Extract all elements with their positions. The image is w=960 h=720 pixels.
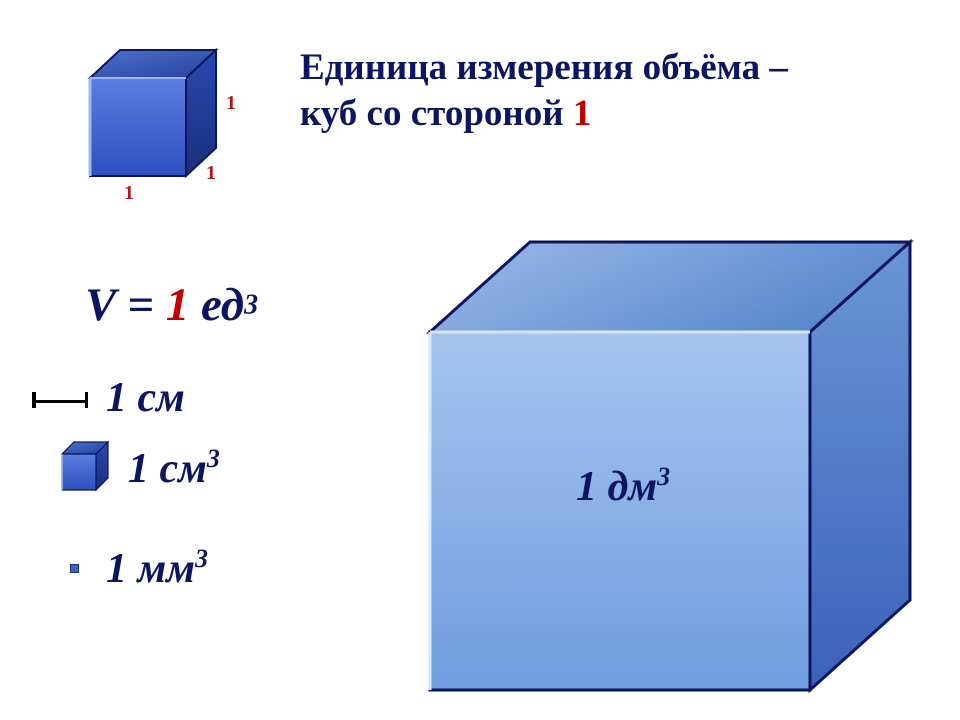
label-1dm3-text: 1 дм bbox=[576, 464, 657, 510]
formula-one: 1 bbox=[166, 279, 190, 331]
label-1mm3-exp: 3 bbox=[195, 544, 208, 573]
small-cube-label-br: 1 bbox=[206, 162, 216, 185]
label-1cm3-text: 1 см bbox=[128, 446, 207, 492]
label-1mm3: 1 мм3 bbox=[106, 546, 208, 592]
formula-eq: = bbox=[116, 279, 166, 331]
label-1dm3-exp: 3 bbox=[657, 462, 670, 491]
title-line-2-text: куб со стороной bbox=[300, 93, 573, 134]
formula-exp: 3 bbox=[244, 290, 258, 321]
title-line-1: Единица измерения объёма – bbox=[300, 45, 920, 91]
title-block: Единица измерения объёма – куб со сторон… bbox=[300, 45, 920, 138]
label-1cm3: 1 см3 bbox=[128, 446, 220, 492]
tiny-cube-svg bbox=[56, 436, 116, 496]
segment-line bbox=[32, 400, 88, 403]
label-1cm3-wrap: 1 см3 bbox=[128, 444, 220, 493]
title-one: 1 bbox=[573, 93, 592, 134]
segment-1cm bbox=[32, 392, 88, 408]
label-1dm3: 1 дм3 bbox=[576, 464, 670, 510]
label-1mm3-wrap: 1 мм3 bbox=[106, 544, 208, 593]
mm-cube-dot bbox=[70, 564, 79, 573]
formula-V: V bbox=[85, 279, 116, 331]
tiny-cube bbox=[56, 436, 116, 496]
label-1cm: 1 см bbox=[106, 374, 185, 422]
segment-tick-right bbox=[85, 392, 89, 408]
label-1mm3-text: 1 мм bbox=[106, 546, 195, 592]
slide: Единица измерения объёма – куб со сторон… bbox=[0, 0, 960, 720]
small-cube-label-bf: 1 bbox=[124, 182, 134, 205]
label-1dm3-wrap: 1 дм3 bbox=[576, 462, 670, 511]
title-line-2: куб со стороной 1 bbox=[300, 91, 920, 137]
label-1cm3-exp: 3 bbox=[207, 444, 220, 473]
volume-formula: V = 1 ед3 bbox=[85, 278, 405, 338]
formula-ed: ед bbox=[189, 279, 244, 331]
small-cube-label-right: 1 bbox=[226, 92, 236, 115]
